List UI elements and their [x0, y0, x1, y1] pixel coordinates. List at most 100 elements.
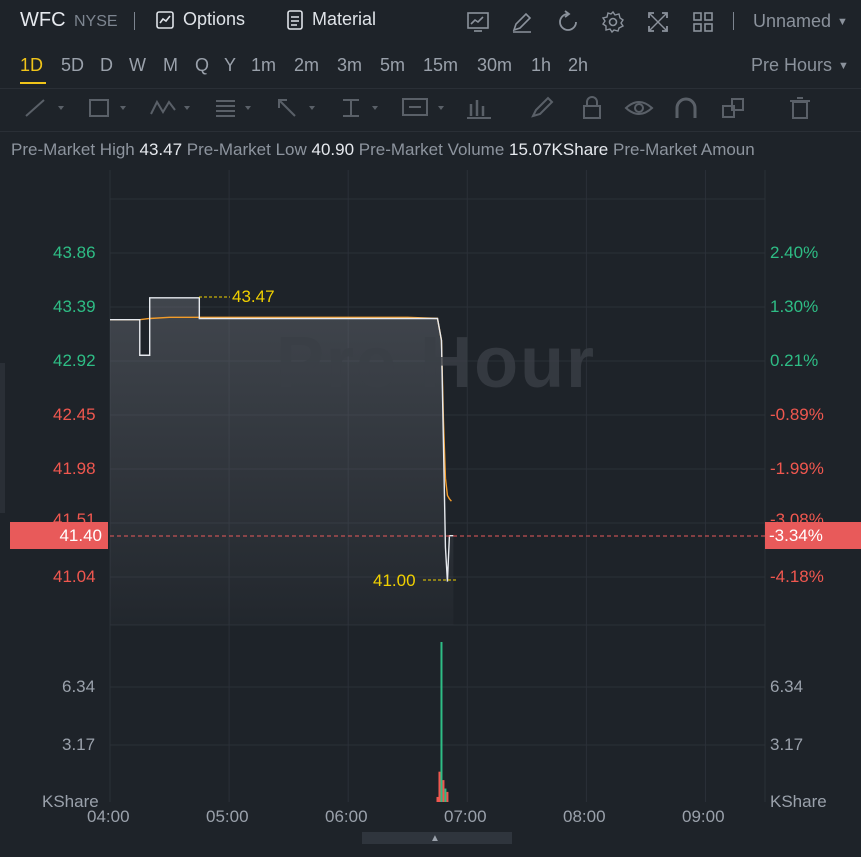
refresh-icon[interactable] — [556, 10, 580, 34]
fullscreen-icon[interactable] — [646, 10, 670, 34]
top-toolbar: WFC NYSE Options Material Unnamed ▼ — [0, 0, 861, 44]
current-pct-badge: -3.34% — [765, 522, 861, 549]
tab-w[interactable]: W — [129, 55, 146, 75]
volume-bar — [442, 780, 445, 802]
pct-tick: -1.99% — [770, 459, 824, 478]
pct-tick: 1.30% — [770, 297, 819, 316]
lock-icon[interactable] — [578, 96, 606, 120]
text-tool-icon[interactable] — [401, 96, 449, 120]
rectangle-tool-icon[interactable] — [87, 96, 131, 120]
time-tick: 07:00 — [444, 807, 487, 826]
tab-m[interactable]: M — [163, 55, 178, 75]
timeframe-bar: 1D 5D D W M Q Y 1m 2m 3m 5m 15m 30m 1h 2… — [0, 44, 861, 88]
high-annotation: 43.47 — [232, 287, 275, 306]
time-tick: 04:00 — [87, 807, 130, 826]
low-label: Pre-Market Low — [186, 140, 307, 159]
layout-name: Unnamed — [753, 11, 832, 31]
volume-bar — [446, 791, 449, 802]
time-tick: 06:00 — [325, 807, 368, 826]
high-value: 43.47 — [139, 140, 183, 159]
eye-icon[interactable] — [624, 96, 654, 120]
tab-1d[interactable]: 1D — [20, 55, 44, 75]
tab-5m[interactable]: 5m — [380, 55, 406, 75]
brush-icon[interactable] — [528, 96, 556, 120]
caret-down-icon: ▼ — [838, 60, 849, 72]
price-chart[interactable] — [0, 170, 861, 810]
volume-bars — [436, 642, 449, 802]
exchange-label: NYSE — [74, 13, 118, 30]
high-label: Pre-Market High — [11, 140, 135, 159]
volume-bar — [436, 796, 439, 802]
magnet-icon[interactable] — [672, 96, 700, 120]
low-annotation: 41.00 — [373, 571, 416, 590]
volume-tick: 6.34 — [770, 677, 804, 696]
price-area — [110, 297, 454, 625]
divider — [733, 12, 734, 30]
grid-layout-icon[interactable] — [691, 10, 715, 34]
pct-tick: -0.89% — [770, 405, 824, 424]
chart-icon[interactable] — [466, 10, 490, 34]
volume-bar — [444, 788, 447, 802]
volume-bar — [438, 771, 441, 802]
drawing-toolbar — [0, 88, 861, 132]
average-price-line — [110, 316, 452, 502]
caret-down-icon: ▼ — [837, 16, 848, 28]
tab-5d[interactable]: 5D — [61, 55, 85, 75]
price-tick: 41.04 — [53, 567, 96, 586]
divider — [134, 12, 135, 30]
current-price-badge: 41.40 — [10, 522, 108, 549]
volume-tick: 3.17 — [770, 735, 804, 754]
time-tick: 05:00 — [206, 807, 249, 826]
pct-tick: -4.18% — [770, 567, 824, 586]
time-tick: 09:00 — [682, 807, 725, 826]
side-panel-handle[interactable] — [0, 363, 5, 513]
amount-label: Pre-Market Amoun — [613, 140, 755, 159]
layout-dropdown[interactable]: Unnamed ▼ — [753, 11, 848, 32]
premarket-stats: Pre-Market High 43.47 Pre-Market Low 40.… — [11, 140, 755, 160]
volume-tick: 6.34 — [62, 677, 96, 696]
low-value: 40.90 — [311, 140, 355, 159]
tab-3m[interactable]: 3m — [337, 55, 363, 75]
options-label: Options — [183, 9, 246, 29]
volume-label: Pre-Market Volume — [358, 140, 505, 159]
volume-tick: 3.17 — [62, 735, 96, 754]
tab-q[interactable]: Q — [195, 55, 210, 75]
tab-1h[interactable]: 1h — [531, 55, 552, 75]
tab-30m[interactable]: 30m — [477, 55, 513, 75]
session-label: Pre Hours — [751, 55, 833, 75]
measure-tool-icon[interactable] — [339, 96, 383, 120]
tab-2m[interactable]: 2m — [294, 55, 320, 75]
edit-icon[interactable] — [510, 10, 534, 34]
options-chart-icon — [156, 10, 174, 29]
line-tool-icon[interactable] — [22, 96, 66, 120]
chart-scroll-handle[interactable]: ▲ — [362, 832, 512, 844]
volume-value: 15.07KShare — [509, 140, 609, 159]
tab-y[interactable]: Y — [224, 55, 237, 75]
symbol-label[interactable]: WFC — [20, 9, 66, 31]
session-watermark: Pre Hour — [276, 323, 597, 403]
tab-d[interactable]: D — [100, 55, 113, 75]
options-button[interactable]: Options — [155, 9, 245, 30]
material-button[interactable]: Material — [286, 9, 376, 30]
tab-1m[interactable]: 1m — [251, 55, 277, 75]
fib-tool-icon[interactable] — [213, 96, 257, 120]
price-tick: 42.45 — [53, 405, 96, 424]
price-tick: 41.98 — [53, 459, 96, 478]
caret-up-icon: ▲ — [430, 833, 440, 844]
tab-15m[interactable]: 15m — [423, 55, 459, 75]
session-dropdown[interactable]: Pre Hours ▼ — [751, 55, 849, 76]
time-tick: 08:00 — [563, 807, 606, 826]
arrow-tool-icon[interactable] — [275, 96, 319, 120]
indicator-tool-icon[interactable] — [465, 96, 493, 120]
price-line — [110, 297, 454, 582]
price-tick: 43.86 — [53, 243, 96, 262]
pattern-tool-icon[interactable] — [148, 96, 194, 120]
material-label: Material — [312, 9, 377, 29]
settings-icon[interactable] — [601, 10, 625, 34]
volume-bar — [440, 642, 443, 802]
trash-icon[interactable] — [786, 96, 814, 120]
volume-unit: KShare — [770, 792, 827, 811]
layers-icon[interactable] — [720, 96, 748, 120]
pct-tick: 0.21% — [770, 351, 819, 370]
tab-2h[interactable]: 2h — [568, 55, 589, 75]
